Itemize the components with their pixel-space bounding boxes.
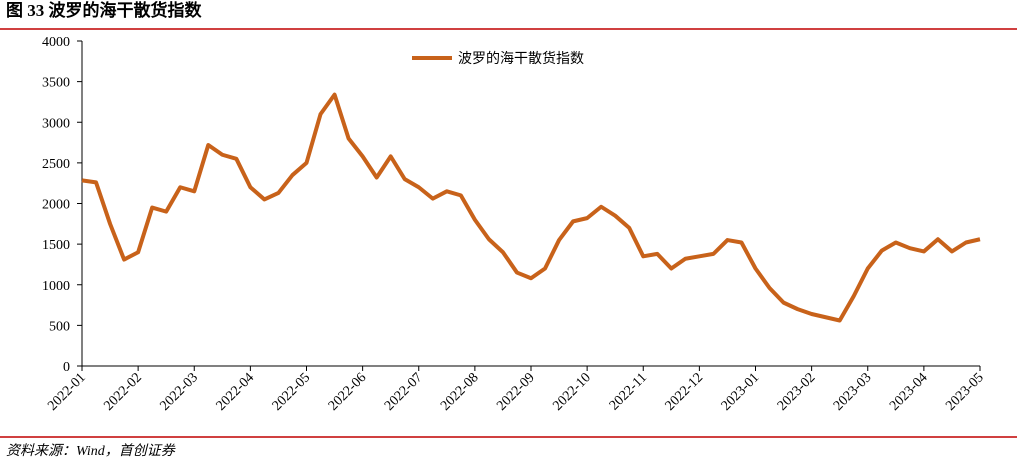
x-tick-label: 2023-02: [775, 370, 819, 414]
x-tick-label: 2023-04: [887, 370, 931, 414]
source-note: 资料来源：Wind，首创证券: [6, 443, 176, 459]
y-tick-label: 0: [63, 360, 70, 375]
x-tick-label: 2022-11: [607, 370, 650, 413]
x-tick-label: 2022-01: [45, 370, 89, 414]
y-tick-label: 2500: [42, 157, 70, 172]
x-tick-label: 2023-03: [831, 370, 875, 414]
y-tick-label: 4000: [42, 35, 70, 50]
y-tick-label: 3500: [42, 76, 70, 91]
x-tick-label: 2022-08: [438, 370, 482, 414]
x-tick-label: 2022-07: [382, 370, 426, 414]
y-tick-label: 500: [49, 319, 70, 334]
x-tick-label: 2022-05: [270, 370, 314, 414]
y-tick-label: 1500: [42, 238, 70, 253]
series-line: [81, 92, 981, 323]
y-tick-label: 1000: [42, 279, 70, 294]
x-tick-label: 2022-02: [101, 370, 145, 414]
x-tick-label: 2022-09: [494, 370, 538, 414]
y-tick-label: 2000: [42, 198, 70, 213]
x-tick-label: 2023-05: [943, 370, 987, 414]
x-tick-label: 2022-03: [157, 370, 201, 414]
x-tick-label: 2022-12: [663, 370, 707, 414]
x-tick-label: 2022-06: [326, 370, 370, 414]
x-tick-label: 2022-10: [550, 370, 594, 414]
legend-label: 波罗的海干散货指数: [458, 50, 584, 67]
y-tick-label: 3000: [42, 116, 70, 131]
chart-title: 图 33 波罗的海干散货指数: [6, 0, 202, 20]
x-tick-label: 2023-01: [719, 370, 763, 414]
x-tick-label: 2022-04: [214, 370, 258, 414]
